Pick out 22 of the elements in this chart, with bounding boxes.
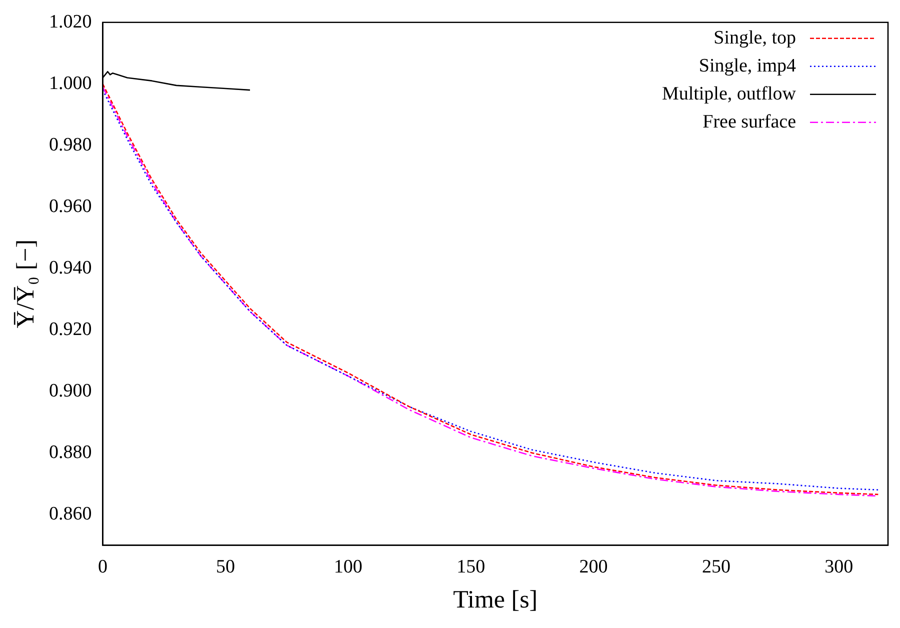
x-tick-label: 50 xyxy=(216,556,235,578)
legend-label: Multiple, outflow xyxy=(662,83,796,104)
x-tick-label: 200 xyxy=(579,556,608,578)
x-tick-label: 100 xyxy=(334,556,362,578)
x-tick-label: 250 xyxy=(702,556,730,578)
legend-label: Single, top xyxy=(714,27,796,48)
x-tick-label: 150 xyxy=(456,556,486,578)
x-tick-label: 0 xyxy=(98,556,108,578)
y-tick-label: 1.000 xyxy=(49,72,92,94)
y-tick-label: 0.940 xyxy=(49,257,92,278)
y-tick-label: 0.900 xyxy=(49,380,92,402)
y-tick-label: 0.980 xyxy=(49,134,92,156)
y-tick-label: 0.920 xyxy=(49,318,92,340)
y-tick-label: 0.960 xyxy=(49,196,92,217)
x-axis-title: Time [s] xyxy=(453,586,538,614)
y-tick-label: 1.020 xyxy=(49,11,92,32)
y-tick-label: 0.880 xyxy=(49,442,92,463)
y-axis-title: Y̅/Y̅₀ [−] xyxy=(12,239,40,328)
x-tick-label: 300 xyxy=(824,556,854,578)
y-tick-label: 0.860 xyxy=(49,503,92,524)
legend-label: Single, imp4 xyxy=(698,55,796,76)
legend-label: Free surface xyxy=(702,111,796,132)
